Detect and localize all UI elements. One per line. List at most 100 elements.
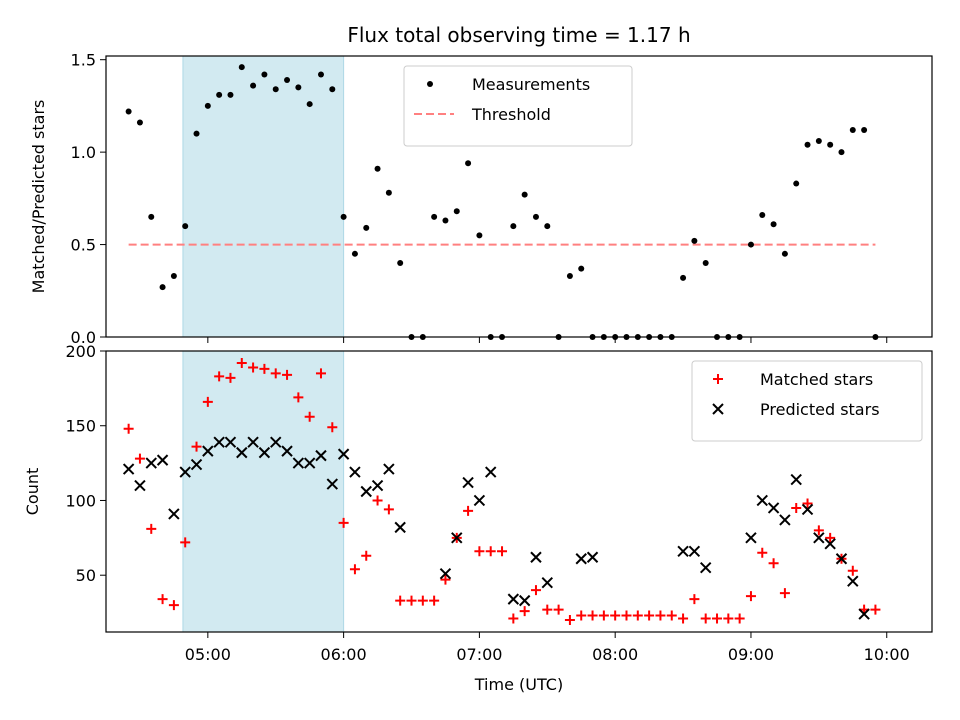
data-point bbox=[213, 436, 225, 448]
data-point bbox=[485, 546, 496, 557]
data-point bbox=[621, 610, 632, 621]
data-point bbox=[519, 606, 530, 617]
data-point bbox=[804, 141, 811, 148]
data-point bbox=[691, 237, 698, 244]
data-point bbox=[193, 130, 200, 137]
data-point bbox=[793, 180, 800, 187]
data-point bbox=[224, 436, 237, 448]
data-point bbox=[700, 613, 711, 624]
data-point bbox=[372, 495, 383, 506]
data-point bbox=[304, 411, 315, 422]
data-point bbox=[123, 423, 134, 434]
legend-box bbox=[691, 360, 923, 442]
data-point bbox=[270, 368, 281, 379]
data-point bbox=[429, 595, 440, 606]
data-point bbox=[553, 604, 564, 615]
data-point bbox=[544, 223, 551, 230]
data-point bbox=[586, 551, 599, 563]
data-point bbox=[578, 265, 585, 272]
data-point bbox=[575, 553, 587, 565]
data-point bbox=[383, 504, 394, 515]
data-point bbox=[385, 189, 392, 196]
data-point bbox=[179, 466, 191, 478]
data-point bbox=[847, 575, 859, 587]
data-point bbox=[768, 558, 779, 569]
data-point bbox=[170, 272, 177, 279]
data-point bbox=[270, 436, 282, 448]
data-point bbox=[157, 594, 168, 605]
data-point bbox=[779, 588, 790, 599]
data-point bbox=[655, 610, 666, 621]
legend-marker bbox=[712, 403, 724, 415]
data-point bbox=[824, 538, 836, 550]
data-point bbox=[518, 594, 531, 607]
x-axis-label: Time (UTC) bbox=[474, 675, 563, 694]
data-point bbox=[238, 64, 245, 71]
data-point bbox=[236, 357, 247, 368]
data-point bbox=[159, 284, 166, 291]
data-point bbox=[204, 102, 211, 109]
data-point bbox=[125, 108, 132, 115]
x-tick-label: 10:00 bbox=[864, 645, 910, 664]
highlight-span bbox=[182, 350, 345, 633]
legend: Matched stars Predicted stars bbox=[691, 360, 923, 442]
data-point bbox=[216, 91, 223, 98]
data-point bbox=[363, 224, 370, 231]
data-point bbox=[168, 508, 180, 520]
legend-box bbox=[403, 65, 633, 147]
data-point bbox=[508, 613, 519, 624]
data-point bbox=[258, 446, 271, 459]
data-point bbox=[861, 126, 868, 133]
data-point bbox=[337, 448, 350, 460]
data-point bbox=[326, 478, 339, 490]
data-point bbox=[473, 494, 486, 507]
data-point bbox=[815, 138, 822, 145]
data-point bbox=[261, 71, 268, 78]
data-point bbox=[349, 466, 361, 478]
data-point bbox=[182, 223, 189, 230]
data-point bbox=[214, 371, 225, 382]
data-point bbox=[338, 517, 349, 528]
data-point bbox=[281, 445, 293, 457]
data-point bbox=[847, 565, 858, 576]
legend-label: Threshold bbox=[471, 105, 551, 124]
data-point bbox=[295, 84, 302, 91]
legend: Measurements Threshold bbox=[403, 65, 633, 147]
count-panel: 50 100 150 200 05:00 06:00 07:00 08:00 09:00 10:0… bbox=[23, 342, 933, 664]
data-point bbox=[564, 615, 575, 626]
data-point bbox=[465, 160, 472, 167]
data-point bbox=[329, 86, 336, 93]
data-point bbox=[122, 463, 135, 475]
data-point bbox=[756, 494, 768, 507]
data-point bbox=[825, 532, 836, 543]
data-point bbox=[813, 532, 825, 544]
data-point bbox=[759, 211, 766, 218]
data-point bbox=[292, 457, 305, 469]
data-point bbox=[813, 525, 824, 536]
data-point bbox=[723, 613, 734, 624]
data-point bbox=[485, 466, 497, 478]
data-point bbox=[745, 591, 756, 602]
data-point bbox=[315, 368, 326, 379]
data-point bbox=[417, 595, 428, 606]
data-point bbox=[476, 232, 483, 239]
data-point bbox=[521, 191, 528, 198]
highlight-span bbox=[182, 55, 345, 338]
data-point bbox=[383, 463, 395, 475]
measurements-series bbox=[125, 64, 879, 340]
y-tick-label: 50 bbox=[76, 566, 96, 585]
data-point bbox=[542, 604, 553, 615]
predicted-stars-series bbox=[122, 436, 870, 620]
data-point bbox=[340, 213, 347, 220]
legend-label: Predicted stars bbox=[760, 400, 880, 419]
data-point bbox=[463, 505, 474, 516]
data-point bbox=[394, 521, 406, 534]
data-point bbox=[349, 564, 360, 575]
data-point bbox=[282, 369, 293, 380]
data-point bbox=[587, 610, 598, 621]
axes-frame bbox=[105, 350, 933, 633]
y-tick-label: 1.0 bbox=[71, 143, 96, 162]
y-tick-label: 150 bbox=[65, 417, 96, 436]
data-point bbox=[689, 594, 700, 605]
x-tick-label: 05:00 bbox=[185, 645, 231, 664]
